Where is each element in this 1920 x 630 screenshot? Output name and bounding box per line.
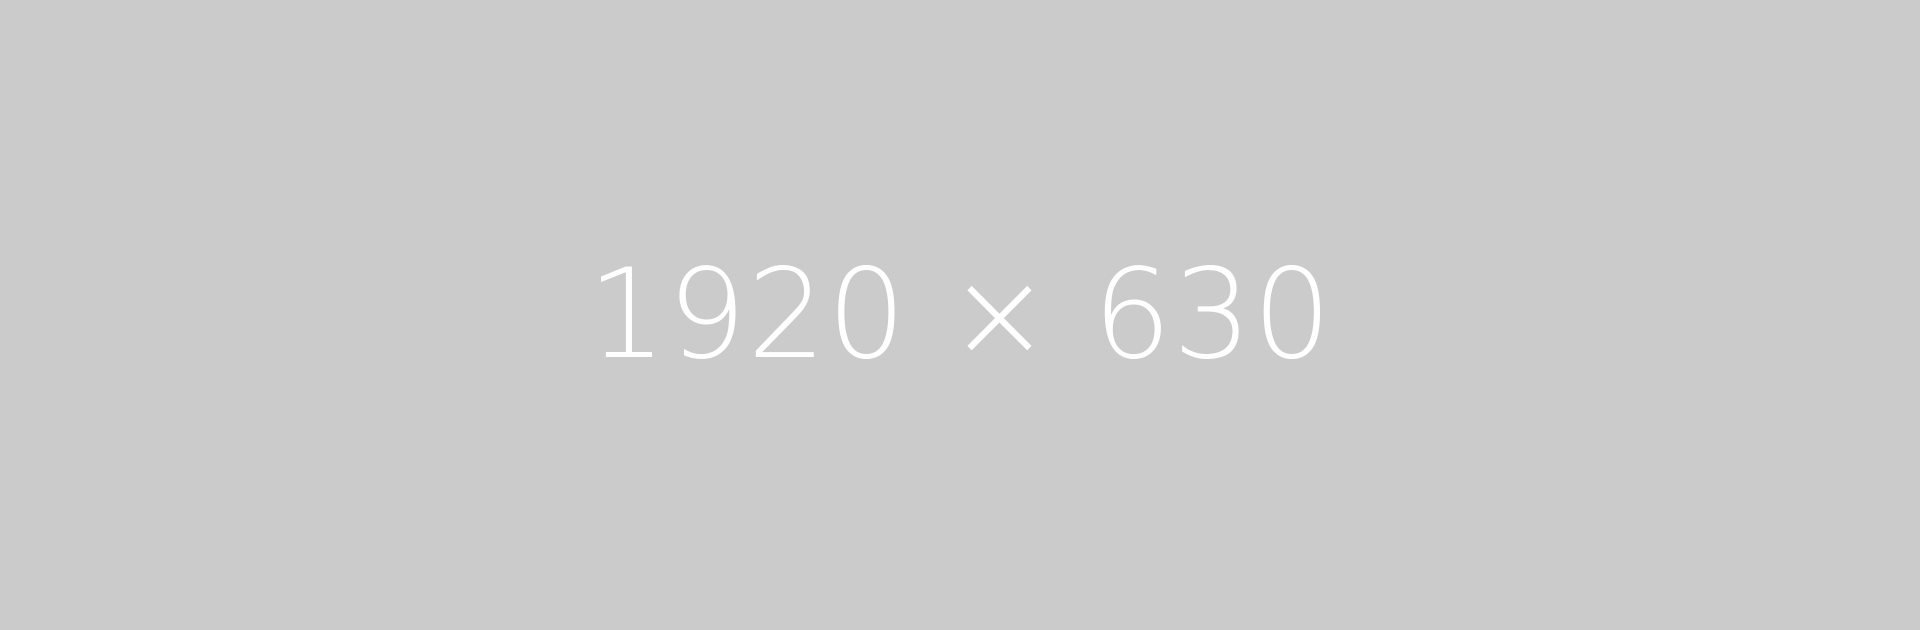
dimensions-label: 1920 × 630 xyxy=(587,243,1333,387)
placeholder-image: 1920 × 630 xyxy=(587,243,1333,387)
